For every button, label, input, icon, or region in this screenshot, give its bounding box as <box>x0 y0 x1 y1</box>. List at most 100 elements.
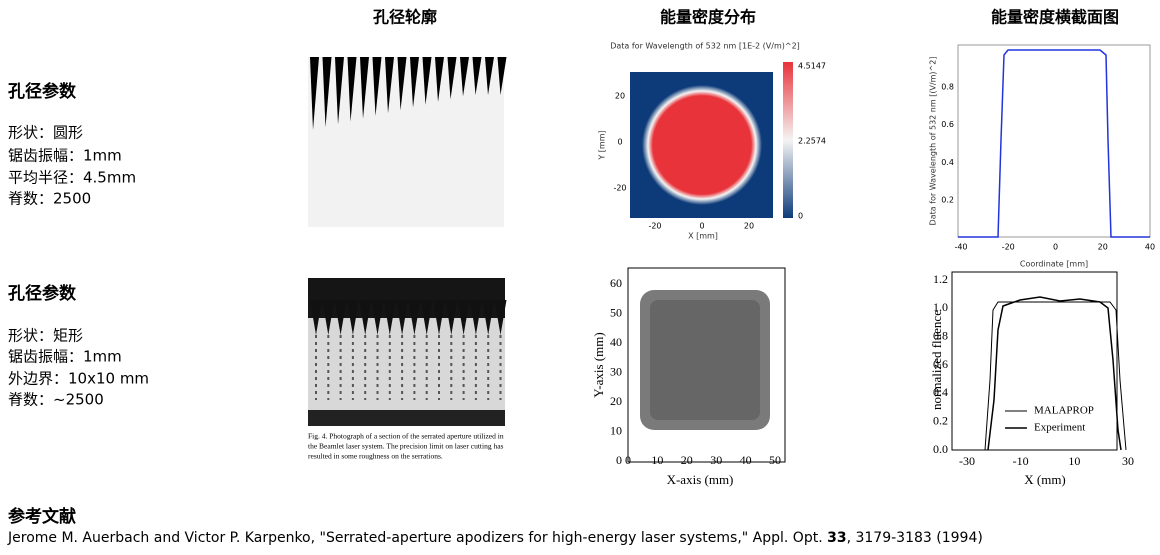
model-curve <box>984 301 1127 451</box>
y-tick-label: 0.8 <box>933 328 948 342</box>
colorbar-label: 2.2574 <box>798 137 826 146</box>
y-tick-label: 60 <box>610 276 622 290</box>
row-heading: 孔径参数 <box>8 283 77 304</box>
spike <box>482 300 495 335</box>
plot-title: Data for Wavelength of 532 nm [1E-2 (V/m… <box>610 42 800 51</box>
x-tick-label: -10 <box>1013 454 1029 468</box>
y-tick-label: 0 <box>617 138 622 147</box>
spike <box>435 57 444 102</box>
citation-volume: 33 <box>827 530 846 546</box>
axis-label: Y [mm] <box>598 130 607 160</box>
colorbar-label: 4.5147 <box>798 62 826 71</box>
param: 脊数：2500 <box>8 190 91 208</box>
x-tick-label: 0 <box>1053 243 1058 252</box>
axis-label: normalized fluence <box>929 310 944 410</box>
spike <box>335 57 344 125</box>
beam-spot <box>642 85 762 205</box>
x-tick-label: 0 <box>699 222 704 231</box>
param: 锯齿振幅：1mm <box>8 348 122 366</box>
spike <box>460 57 469 97</box>
beam-core <box>650 300 760 420</box>
y-tick-label: 30 <box>610 364 622 378</box>
plot-frame <box>957 44 1151 238</box>
experiment-curve <box>987 296 1122 451</box>
citation: Jerome M. Auerbach and Victor P. Karpenk… <box>7 530 983 546</box>
param: 形状：矩形 <box>8 327 83 345</box>
spike <box>457 300 470 335</box>
y-tick-label: 1.2 <box>933 272 948 286</box>
caption: resulted in some roughness on the serrat… <box>308 452 443 461</box>
column-title: 孔径轮廓 <box>373 8 437 27</box>
x-tick-label: 10 <box>1068 454 1080 468</box>
y-tick-label: -20 <box>613 184 626 193</box>
spike <box>433 300 445 335</box>
x-tick-label: 40 <box>740 453 752 467</box>
legend-entry: Experiment <box>1034 422 1085 434</box>
spike <box>372 57 382 116</box>
spike <box>310 300 322 335</box>
spike <box>422 57 432 105</box>
spike <box>322 300 335 335</box>
spike <box>469 300 482 335</box>
references-heading: 参考文献 <box>8 506 76 527</box>
x-tick-label: 20 <box>1098 243 1108 252</box>
x-tick-label: -20 <box>648 222 661 231</box>
axis-label: X (mm) <box>1024 472 1066 487</box>
spike <box>322 57 332 128</box>
x-tick-label: 30 <box>1122 454 1134 468</box>
param: 脊数：~2500 <box>8 391 104 409</box>
x-tick-label: 20 <box>681 453 693 467</box>
axis-label: Data for Wavelength of 532 nm [(V/m)^2] <box>929 57 938 226</box>
colorbar-label: 0 <box>798 212 803 221</box>
param: 形状：圆形 <box>8 124 83 142</box>
spike <box>347 57 357 122</box>
spike <box>447 57 457 100</box>
spike <box>420 300 433 335</box>
param: 平均半径：4.5mm <box>8 169 136 187</box>
axis-label: X-axis (mm) <box>667 472 734 487</box>
y-tick-label: 10 <box>610 423 622 437</box>
spike <box>408 300 421 335</box>
spike <box>359 300 372 335</box>
spike <box>346 300 359 335</box>
spike <box>485 57 494 95</box>
y-tick-label: 0.0 <box>933 442 948 456</box>
column-title: 能量密度横截面图 <box>991 8 1119 27</box>
caption: Fig. 4. Photograph of a section of the s… <box>308 432 504 441</box>
spike <box>397 57 407 111</box>
y-tick-label: 50 <box>610 305 622 319</box>
x-tick-label: -40 <box>954 243 967 252</box>
y-tick-label: 40 <box>610 335 622 349</box>
serrations <box>310 300 507 400</box>
spike <box>310 57 319 130</box>
y-tick-label: 0.6 <box>933 357 948 371</box>
y-tick-label: 0.2 <box>941 196 954 205</box>
param: 锯齿振幅：1mm <box>8 147 122 165</box>
y-tick-label: 0.8 <box>941 83 954 92</box>
photo-base <box>308 410 505 426</box>
spike <box>360 57 369 119</box>
spike <box>371 300 384 335</box>
spike <box>497 57 507 95</box>
serrations <box>310 57 507 130</box>
citation-text: Jerome M. Auerbach and Victor P. Karpenk… <box>7 530 827 546</box>
param: 外边界：10x10 mm <box>8 370 149 388</box>
spike <box>445 300 458 335</box>
x-tick-label: 30 <box>710 453 722 467</box>
colorbar <box>783 62 793 218</box>
y-tick-label: 1.0 <box>933 300 948 314</box>
axis-label: X [mm] <box>688 232 718 241</box>
y-tick-label: 0.6 <box>941 120 954 129</box>
row-heading: 孔径参数 <box>8 81 77 102</box>
x-tick-label: 20 <box>744 222 754 231</box>
y-tick-label: 0.2 <box>933 413 948 427</box>
column-title: 能量密度分布 <box>660 8 756 27</box>
x-tick-label: 0 <box>625 453 631 467</box>
spike <box>383 300 396 335</box>
x-tick-label: 10 <box>651 453 663 467</box>
plot-frame <box>951 271 1118 451</box>
spike <box>410 57 419 108</box>
spike <box>385 57 394 114</box>
citation-text: , 3179-3183 (1994) <box>847 530 983 546</box>
